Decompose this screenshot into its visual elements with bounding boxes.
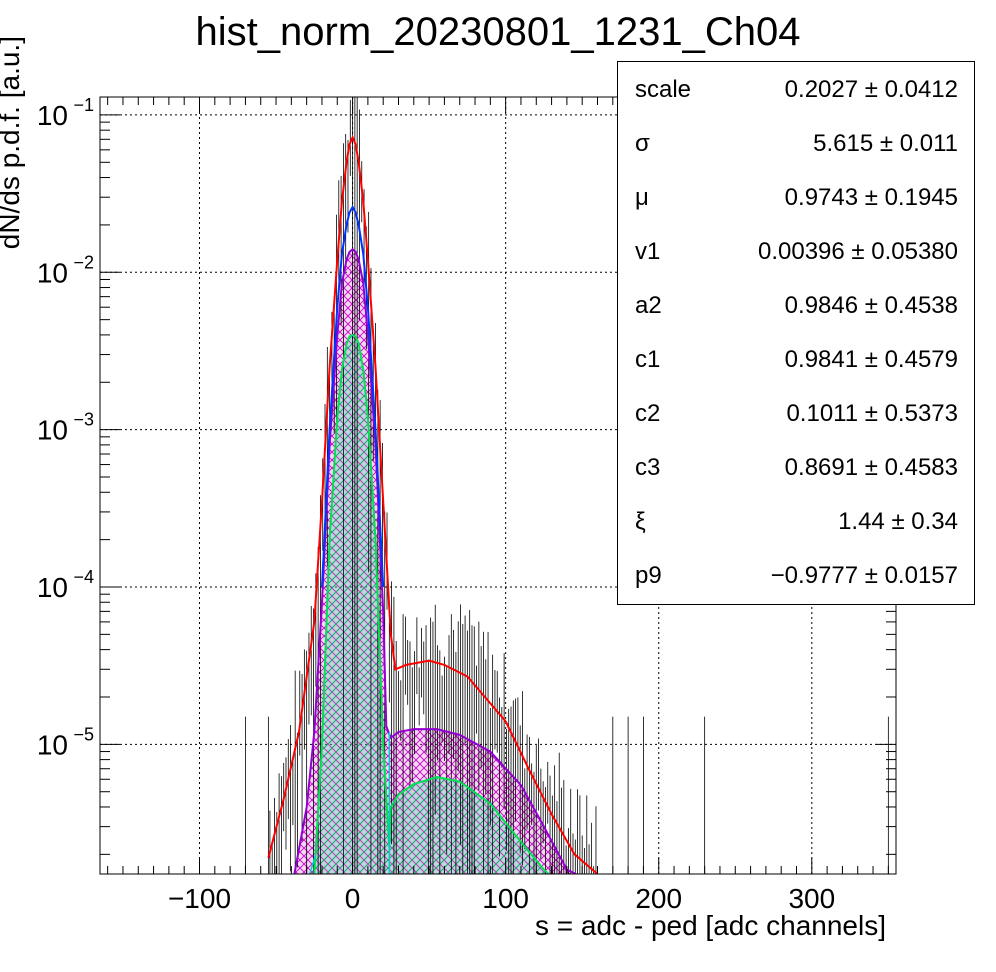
stat-value: 0.9846 ± 0.4538: [784, 292, 958, 319]
series-line: [267, 134, 599, 874]
stat-row: ξ 1.44 ± 0.34: [618, 494, 974, 548]
stat-row: σ 5.615 ± 0.011: [618, 116, 974, 170]
stat-row: p9 −0.9777 ± 0.0157: [618, 548, 974, 602]
stat-name: scale: [635, 76, 692, 103]
series-line: [321, 204, 385, 588]
y-tick-exponent: −1: [73, 95, 94, 115]
x-tick-label: 0: [345, 883, 361, 914]
stat-value: 0.8691 ± 0.4583: [784, 454, 958, 481]
y-tick-label: 10: [37, 729, 68, 760]
stat-name: c1: [635, 346, 661, 373]
series-line: [313, 333, 550, 874]
stat-name: c2: [635, 400, 661, 427]
stat-row: c3 0.8691 ± 0.4583: [618, 440, 974, 494]
series-line: [293, 248, 577, 874]
y-tick-label: 10: [37, 257, 68, 288]
fit-stats-box: scale 0.2027 ± 0.0412 σ 5.615 ± 0.011 μ 0.974…: [617, 61, 975, 605]
y-axis-label: dN/ds p.d.f. [a.u.]: [0, 36, 25, 250]
y-tick-label: 10: [37, 415, 68, 446]
stat-row: μ 0.9743 ± 0.1945: [618, 170, 974, 224]
stat-value: 0.00396 ± 0.05380: [757, 238, 958, 265]
y-tick-exponent: −4: [73, 567, 94, 587]
stat-name: c3: [635, 454, 661, 481]
x-tick-label: 100: [482, 883, 529, 914]
stat-value: 0.9743 ± 0.1945: [784, 184, 958, 211]
stat-name: μ: [635, 184, 649, 211]
y-tick-label: 10: [37, 100, 68, 131]
series-hatch: [314, 334, 549, 874]
stat-value: 0.9841 ± 0.4579: [784, 346, 958, 373]
stat-name: v1: [635, 238, 661, 265]
series-edge: [308, 854, 317, 874]
y-tick-exponent: −5: [73, 724, 94, 744]
stat-row: a2 0.9846 ± 0.4538: [618, 278, 974, 332]
y-tick-exponent: −2: [73, 252, 94, 272]
stat-value: 0.1011 ± 0.5373: [786, 400, 958, 427]
stat-row: v1 0.00396 ± 0.05380: [618, 224, 974, 278]
stat-row: c1 0.9841 ± 0.4579: [618, 332, 974, 386]
stat-value: 5.615 ± 0.011: [813, 130, 958, 157]
stat-value: 1.44 ± 0.34: [838, 508, 958, 535]
stat-row: c2 0.1011 ± 0.5373: [618, 386, 974, 440]
stat-name: a2: [635, 292, 662, 319]
x-axis-label: s = adc - ped [adc channels]: [535, 910, 886, 941]
x-tick-label: 200: [635, 883, 682, 914]
stat-value: 0.2027 ± 0.0412: [784, 76, 958, 103]
stat-name: σ: [635, 130, 650, 157]
stat-row: scale 0.2027 ± 0.0412: [618, 62, 974, 116]
y-tick-exponent: −3: [73, 410, 94, 430]
y-tick-label: 10: [37, 572, 68, 603]
chart-title: hist_norm_20230801_1231_Ch04: [195, 10, 801, 54]
x-tick-label: −100: [168, 883, 231, 914]
stat-name: ξ: [635, 508, 646, 535]
data-layer: [245, 97, 889, 874]
x-tick-label: 300: [788, 883, 835, 914]
stat-value: −0.9777 ± 0.0157: [770, 562, 958, 589]
stat-name: p9: [635, 562, 662, 589]
